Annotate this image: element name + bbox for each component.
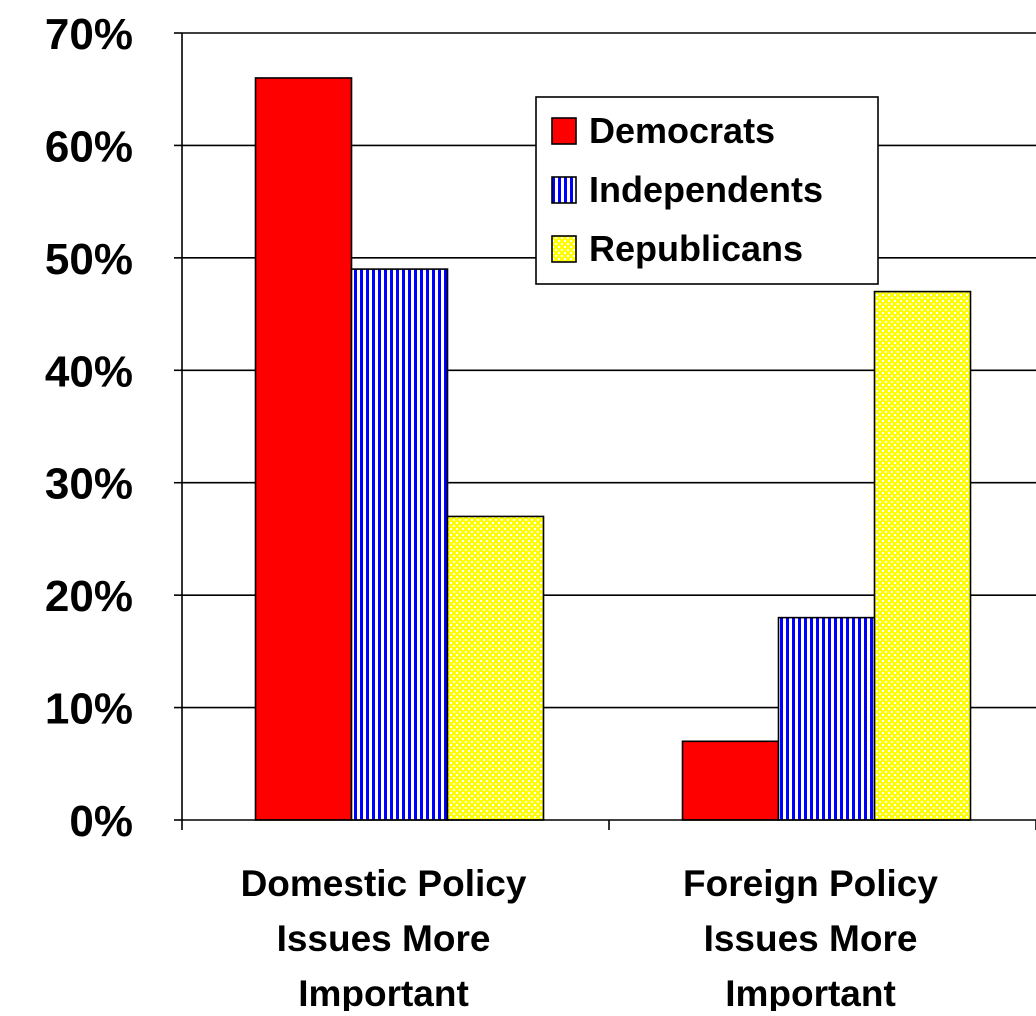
bar-democrats-0 [254, 77, 353, 821]
y-tick-label: 60% [45, 122, 133, 171]
bar-republicans-0 [446, 515, 545, 821]
x-category-label: Domestic Policy [241, 863, 527, 904]
legend-label-democrats: Democrats [589, 110, 775, 151]
legend: Democrats Independents Republicans [535, 96, 879, 285]
bars [254, 77, 972, 821]
bar-republicans-1 [873, 290, 972, 821]
x-category-label: Important [725, 973, 896, 1011]
x-axis-category-labels: Domestic Policy Issues More Important Forei… [241, 863, 939, 1014]
bar-independents-1 [777, 616, 876, 821]
legend-swatch-democrats [551, 117, 577, 145]
y-tick-label: 30% [45, 460, 133, 509]
y-tick-label: 40% [45, 347, 133, 396]
legend-swatch-independents [551, 176, 577, 204]
y-tick-label: 0% [69, 797, 133, 846]
bar-democrats-1 [681, 740, 780, 821]
y-tick-label: 10% [45, 685, 133, 734]
bar-independents-0 [350, 268, 449, 821]
legend-box [535, 96, 879, 285]
x-category-label: Important [298, 973, 469, 1011]
axes [174, 32, 1036, 830]
legend-swatch-republicans [551, 235, 577, 263]
y-axis-tick-labels: 0% 10% 20% 30% 40% 50% 60% 70% [45, 10, 133, 846]
x-category-label: Foreign Policy [683, 863, 938, 904]
y-tick-label: 20% [45, 572, 133, 621]
y-tick-label: 50% [45, 235, 133, 284]
x-category-label: Issues More [704, 918, 918, 959]
legend-label-republicans: Republicans [589, 228, 803, 269]
legend-label-independents: Independents [589, 169, 823, 210]
y-tick-label: 70% [45, 10, 133, 59]
x-category-label: Issues More [277, 918, 491, 959]
